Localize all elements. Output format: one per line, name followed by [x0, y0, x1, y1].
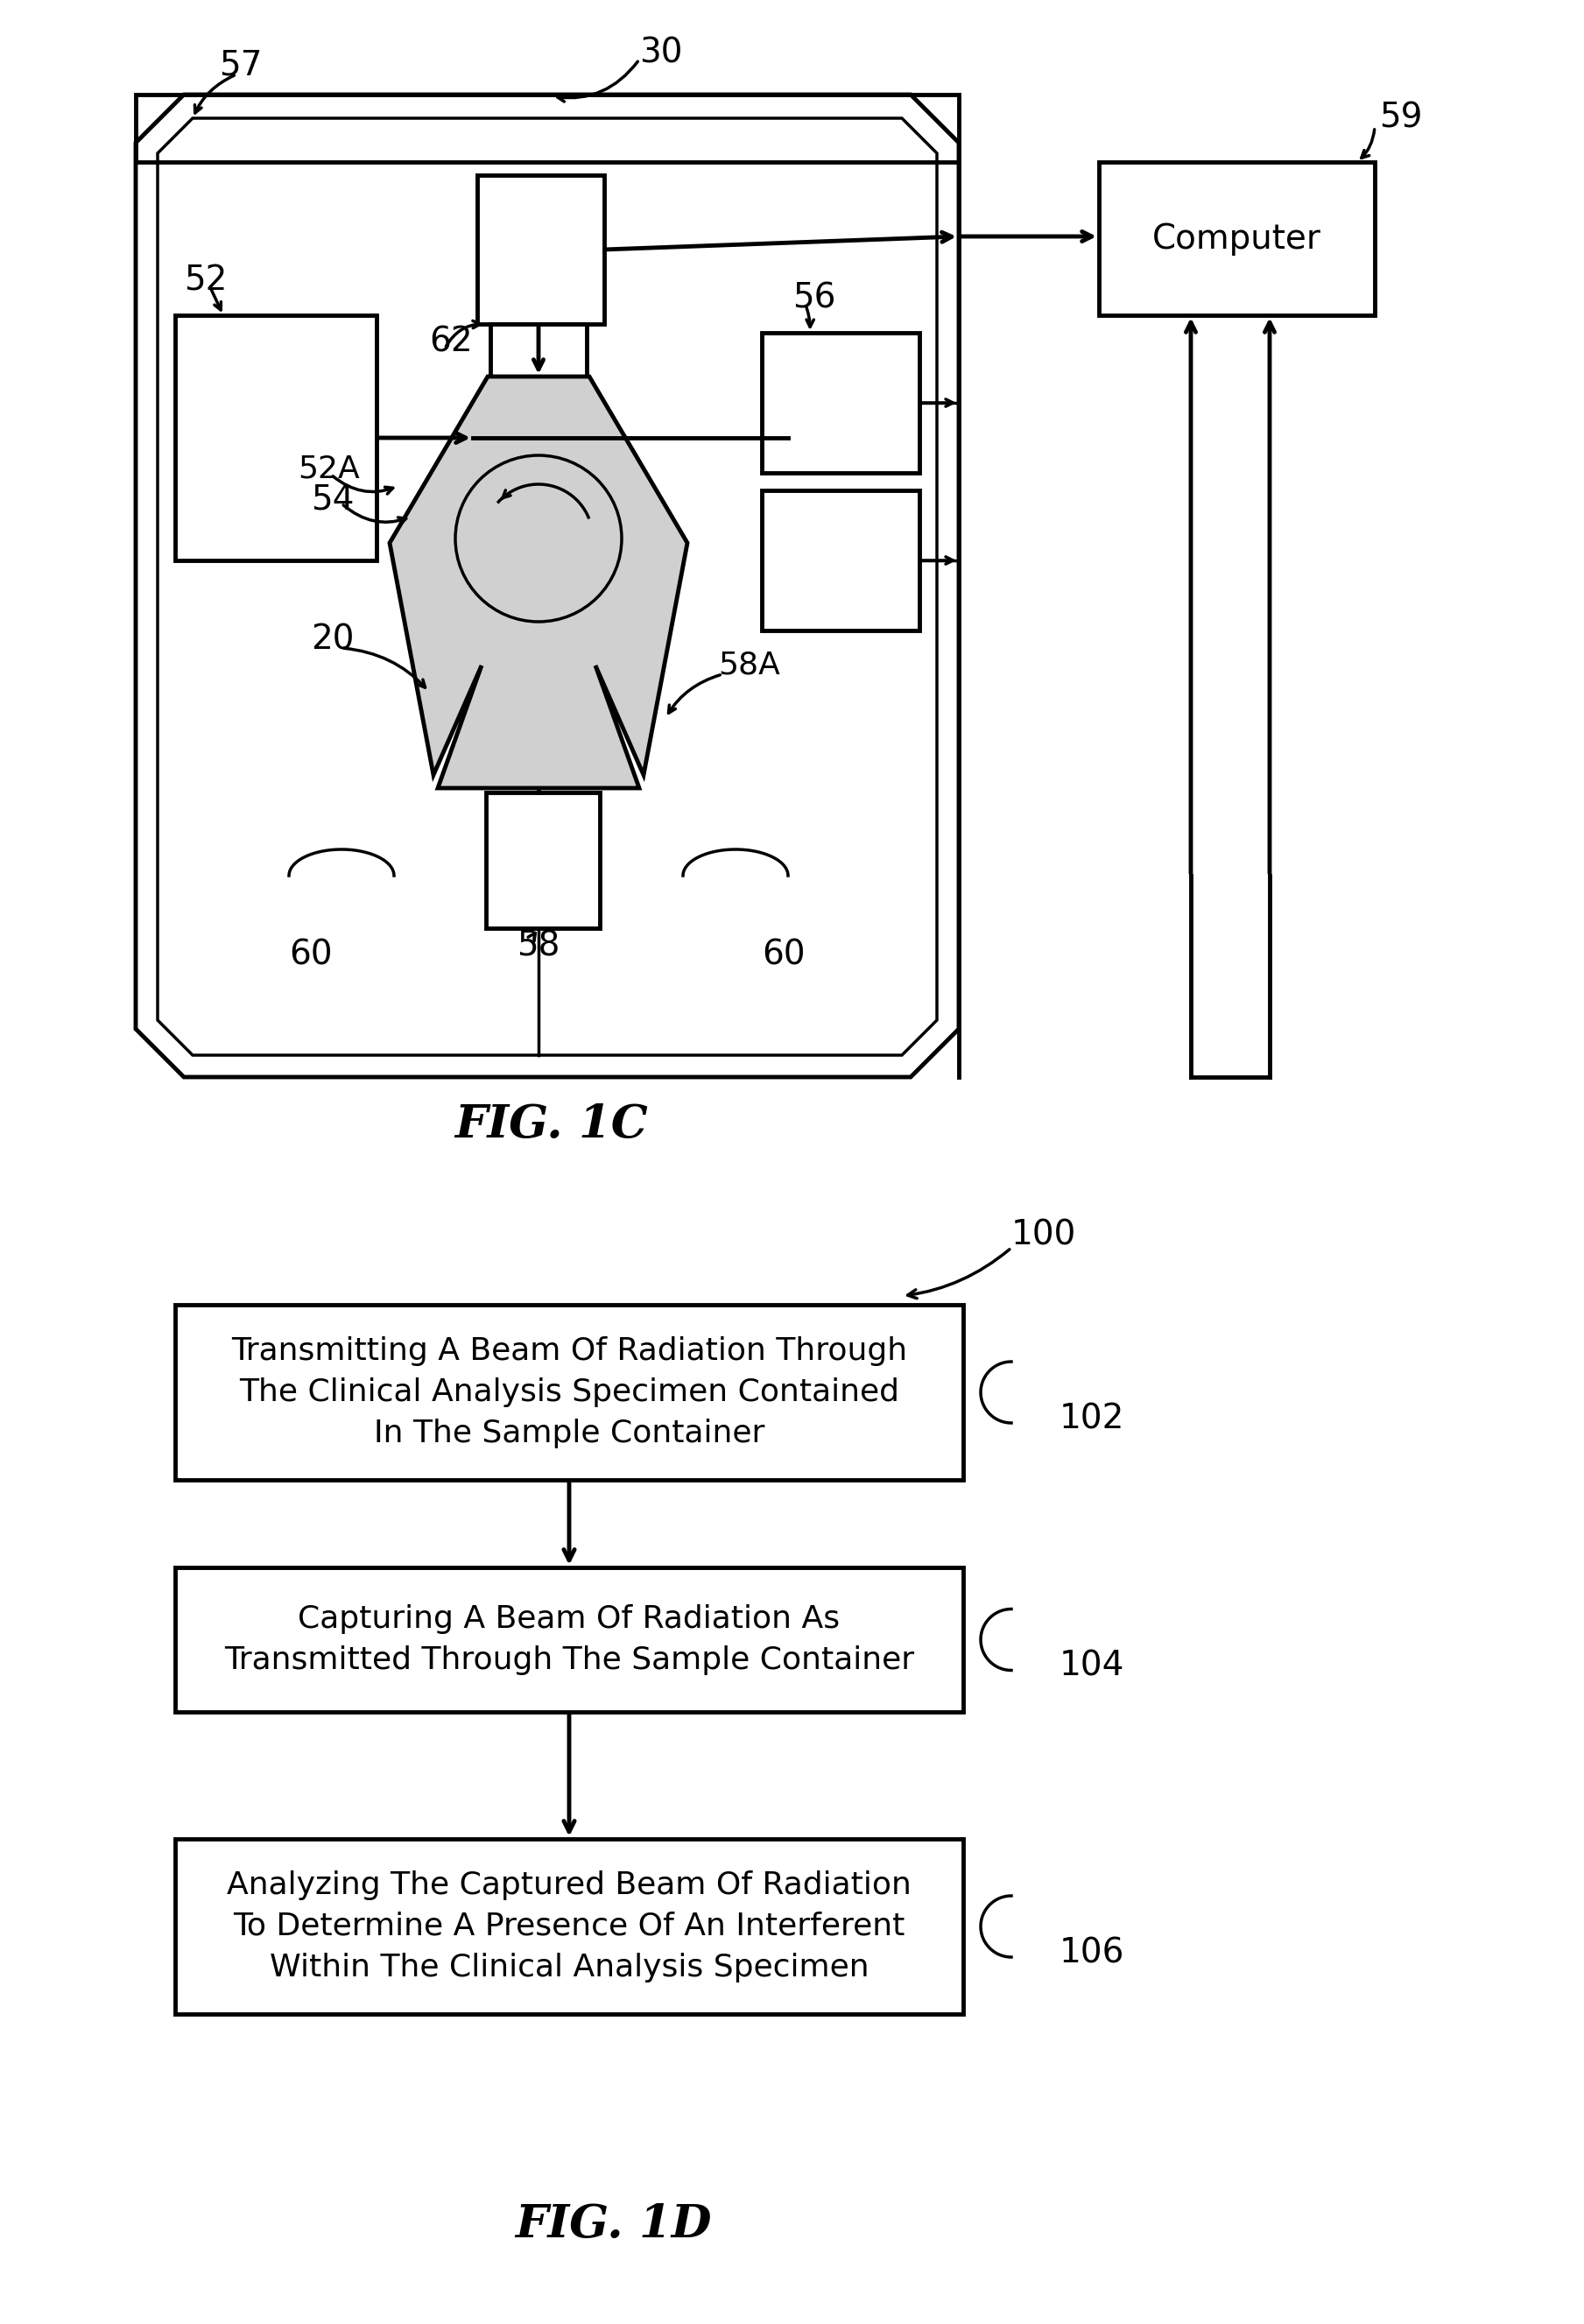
Text: FIG. 1D: FIG. 1D — [515, 2201, 711, 2247]
Text: 56: 56 — [792, 281, 836, 314]
Text: 60: 60 — [762, 939, 805, 971]
Text: 58: 58 — [516, 930, 559, 962]
Bar — [491, 323, 586, 376]
Bar — [477, 174, 604, 323]
Bar — [176, 1304, 963, 1480]
Text: 60: 60 — [288, 939, 333, 971]
Text: 102: 102 — [1060, 1401, 1125, 1436]
Bar — [176, 1566, 963, 1713]
Bar — [762, 332, 919, 472]
Bar — [136, 95, 958, 163]
Polygon shape — [390, 376, 687, 788]
Text: Transmitting A Beam Of Radiation Through
The Clinical Analysis Specimen Containe: Transmitting A Beam Of Radiation Through… — [231, 1336, 908, 1448]
Text: 62: 62 — [429, 325, 472, 358]
Text: FIG. 1C: FIG. 1C — [455, 1104, 648, 1148]
Text: 100: 100 — [1011, 1218, 1077, 1250]
Bar — [176, 316, 377, 560]
Text: 52: 52 — [184, 263, 227, 297]
Text: 57: 57 — [219, 49, 263, 81]
Text: 54: 54 — [310, 483, 355, 516]
Text: Computer: Computer — [1153, 223, 1321, 256]
Text: Analyzing The Captured Beam Of Radiation
To Determine A Presence Of An Interfere: Analyzing The Captured Beam Of Radiation… — [227, 1871, 911, 1982]
Bar — [176, 1838, 963, 2015]
Text: 52A: 52A — [298, 453, 360, 483]
Text: 104: 104 — [1060, 1650, 1125, 1683]
Text: 30: 30 — [640, 35, 683, 70]
Text: 59: 59 — [1380, 102, 1422, 135]
Text: 58A: 58A — [718, 651, 779, 681]
Bar — [1099, 163, 1375, 316]
Bar — [486, 792, 600, 927]
Bar — [762, 490, 919, 630]
Text: 20: 20 — [310, 623, 355, 655]
Text: Capturing A Beam Of Radiation As
Transmitted Through The Sample Container: Capturing A Beam Of Radiation As Transmi… — [223, 1604, 914, 1676]
Text: 106: 106 — [1060, 1936, 1125, 1968]
